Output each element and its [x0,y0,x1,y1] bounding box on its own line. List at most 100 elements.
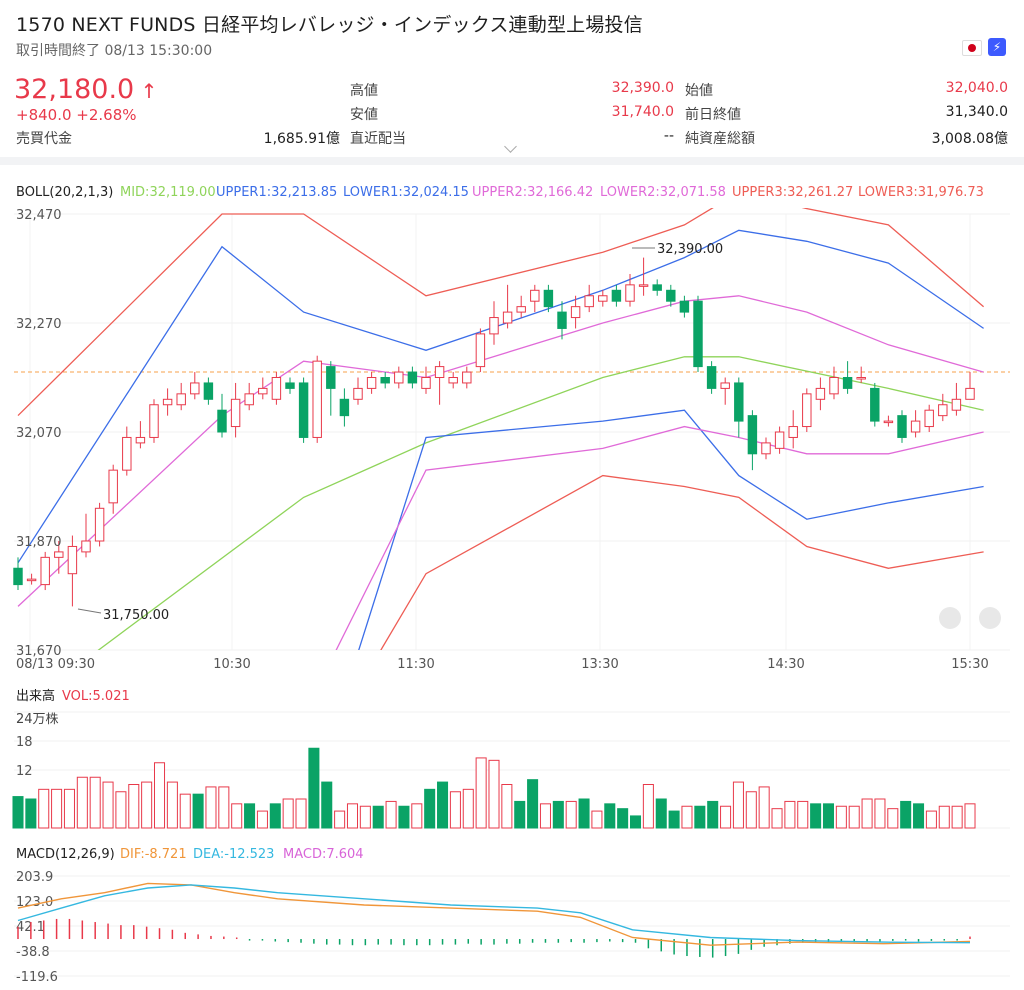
volume-tick-label: 12 [16,764,33,779]
boll-upper3: UPPER3:32,261.27 [732,185,853,200]
candle-down [842,377,853,389]
candles [13,257,975,607]
volume-bar-down [822,803,835,829]
volume-bar-up [51,788,63,829]
volume-bar-up [102,781,114,829]
candle-up [502,311,513,324]
prev-close-label: 前日終値 [685,107,741,123]
fullscreen-icon[interactable] [939,607,961,629]
macd-legend: MACD(12,26,9) DIF:-8.721 DEA:-12.523 MAC… [16,847,364,862]
volume-bar-up [449,791,461,829]
time-tick-label: 08/13 09:30 [16,657,95,672]
volume-bar-down [810,803,822,829]
candle-up [516,306,526,313]
volume-bar-up [89,776,101,829]
time-tick-label: 13:30 [581,657,618,672]
turnover-value: 1,685.91億 [263,131,340,147]
candle-up [81,540,91,553]
boll-upper2: UPPER2:32,166.42 [472,185,593,200]
candle-up [883,420,894,424]
candle-down [747,415,758,455]
expand-chevron-icon[interactable] [504,140,517,153]
volume-bar-up [784,800,796,829]
candle-down [339,398,350,417]
price-tick-label: 32,270 [16,317,62,332]
candle-up [149,404,159,438]
macd-tick-label: 203.9 [16,870,53,885]
macd-tick-label: -38.8 [16,945,50,960]
candle-up [924,409,934,428]
up-arrow-icon: ↑ [134,79,158,103]
chart-controls[interactable] [939,607,1001,629]
low-label: 安値 [350,107,378,123]
volume-bar-up [411,803,423,829]
candle-up [108,469,118,504]
boll-legend: BOLL(20,2,1,3) MID:32,119.00 UPPER1:32,2… [16,185,984,200]
volume-bar-up [115,791,127,829]
turnover-label: 売買代金 [16,131,72,147]
candle-up [54,551,64,558]
candle-down [611,289,622,302]
nav-label: 純資産総額 [685,131,755,147]
boll-mid: MID:32,119.00 [120,185,216,200]
candle-up [162,398,173,406]
candle-up [462,371,472,384]
volume-bar-down [578,798,590,829]
candle-up [94,507,105,542]
candle-down [666,289,676,302]
volume-bar-up [848,805,860,829]
open-value: 32,040.0 [945,80,1008,96]
band-upper2 [17,295,984,607]
candle-up [584,295,594,308]
candle-down [652,284,662,291]
candle-up [788,426,798,438]
nav-value: 3,008.08億 [931,131,1008,147]
open-label: 始値 [685,83,713,99]
volume-bar-up [951,805,963,829]
candle-down [407,371,418,384]
chart-area[interactable]: BOLL(20,2,1,3) MID:32,119.00 UPPER1:32,2… [0,170,1024,990]
volume-bar-up [179,793,191,829]
band-upper3 [17,208,985,417]
candle-down [203,382,214,400]
volume-bar-down [514,800,526,829]
volume-bar-down [694,805,706,829]
time-tick-label: 14:30 [767,657,804,672]
time-tick-label: 15:30 [951,657,988,672]
macd-name: MACD(12,26,9) [16,847,115,862]
high-annotation: 32,390.00 [657,242,723,257]
volume-bar-down [308,747,320,829]
return-icon[interactable] [979,607,1001,629]
candle-up [448,377,458,384]
japan-flag-icon [962,40,982,56]
candle-up [394,371,404,384]
volume-bar-up [282,798,294,829]
candle-down [897,415,907,438]
price-grid [14,213,1010,651]
candle-up [720,382,730,389]
candle-up [570,306,581,319]
candle-up [802,393,812,428]
volume-bar-down [629,815,642,829]
volume-bar-down [321,781,333,829]
candle-up [638,284,649,287]
volume-bar-up [539,803,551,829]
volume-bar-up [887,808,899,829]
price-change: +840.0 +2.68% [16,106,137,124]
volume-bar-up [720,805,732,829]
volume-bar-up [205,786,217,829]
volume-bar-down [437,781,449,829]
price-tick-label: 32,470 [16,208,62,223]
price-tick-label: 31,670 [16,644,62,659]
lightning-icon[interactable]: ⚡ [988,38,1006,56]
volume-bar-up [63,788,75,829]
volume-bar-down [617,808,629,829]
candle-up [938,404,948,417]
candle-up [190,382,200,395]
macd-tick-label: -119.6 [16,970,58,985]
candle-up [434,366,445,379]
candle-down [734,382,744,422]
candle-up [489,317,499,335]
macd-dif: DIF:-8.721 [120,847,187,862]
candle-down [706,366,717,389]
